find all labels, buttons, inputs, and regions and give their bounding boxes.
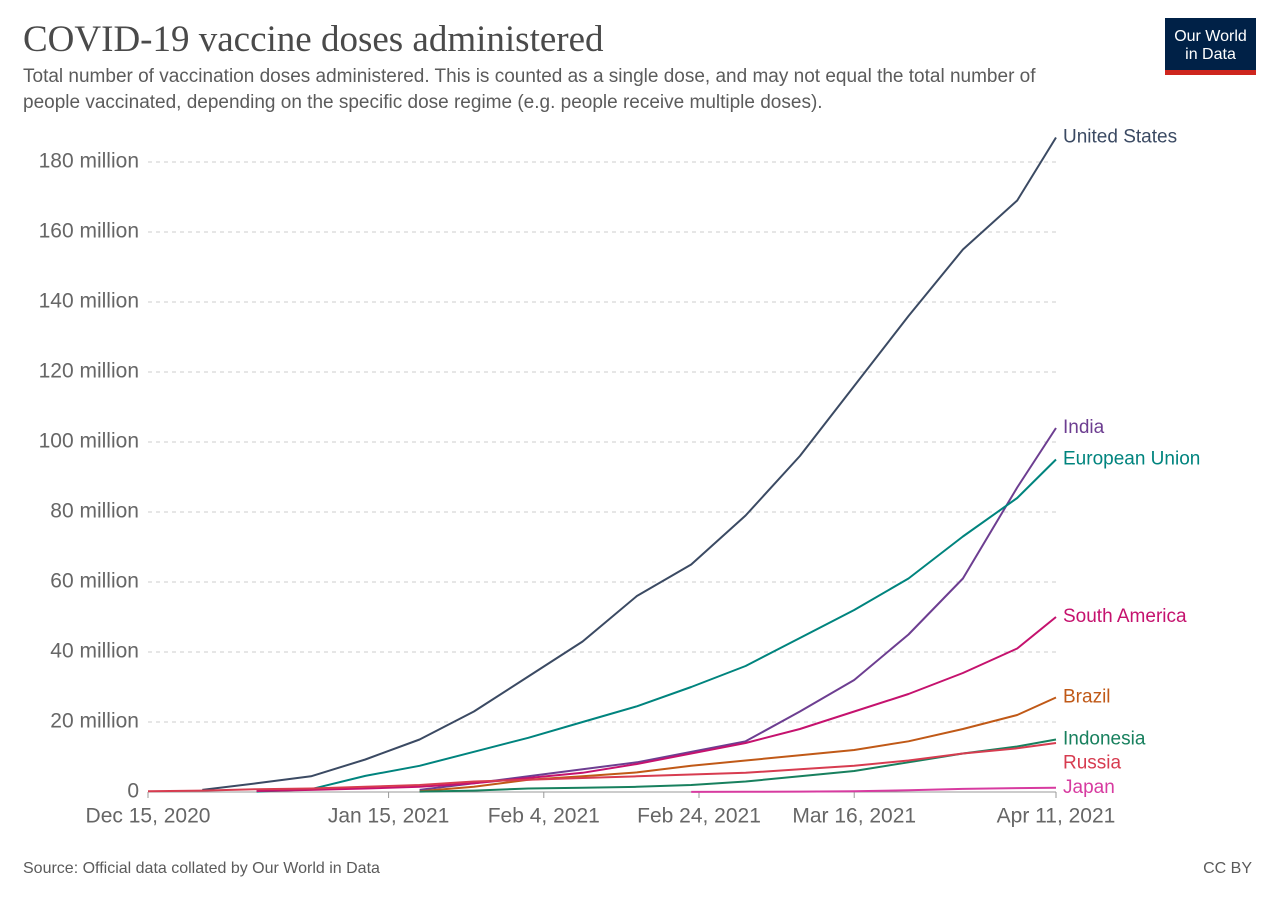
y-tick-label: 0 [127, 780, 139, 803]
source: Source: Official data collated by Our Wo… [23, 860, 380, 877]
series-line [202, 136, 1057, 791]
series-line [419, 427, 1057, 791]
x-tick-label: Jan 15, 2021 [328, 805, 449, 828]
legend-label: India [1063, 417, 1105, 438]
series-line [147, 742, 1057, 793]
series-line [256, 616, 1057, 792]
x-tick-label: Feb 4, 2021 [488, 805, 600, 828]
y-tick-label: 120 million [39, 360, 139, 383]
y-tick-label: 100 million [39, 430, 139, 453]
y-tick-label: 80 million [50, 500, 139, 523]
y-tick-label: 20 million [50, 710, 139, 733]
y-tick-label: 40 million [50, 640, 139, 663]
legend-label: Russia [1063, 753, 1122, 774]
logo[interactable]: Our World in Data [1165, 18, 1256, 75]
x-tick-label: Feb 24, 2021 [637, 805, 761, 828]
legend-label: South America [1063, 606, 1187, 627]
legend-label: European Union [1063, 449, 1200, 470]
series-line [691, 786, 1057, 793]
y-tick-label: 180 million [39, 150, 139, 173]
legend-label: Indonesia [1063, 729, 1146, 750]
series-line [419, 738, 1057, 793]
x-tick-label: Dec 15, 2020 [86, 805, 211, 828]
series-line [256, 458, 1057, 793]
legend-label: Japan [1063, 777, 1115, 798]
y-tick-label: 60 million [50, 570, 139, 593]
y-tick-label: 160 million [39, 220, 139, 243]
x-tick-label: Mar 16, 2021 [792, 805, 916, 828]
chart-title: COVID-19 vaccine doses administered [23, 19, 604, 60]
x-tick-label: Apr 11, 2021 [997, 805, 1116, 828]
license: CC BY [1203, 860, 1252, 877]
legend-label: Brazil [1063, 687, 1111, 708]
y-tick-label: 140 million [39, 290, 139, 313]
logo-text: in Data [1185, 46, 1236, 63]
legend-label: United States [1063, 127, 1177, 148]
logo-text: Our World [1174, 28, 1247, 45]
chart-subtitle: Total number of vaccination doses admini… [23, 66, 1036, 113]
